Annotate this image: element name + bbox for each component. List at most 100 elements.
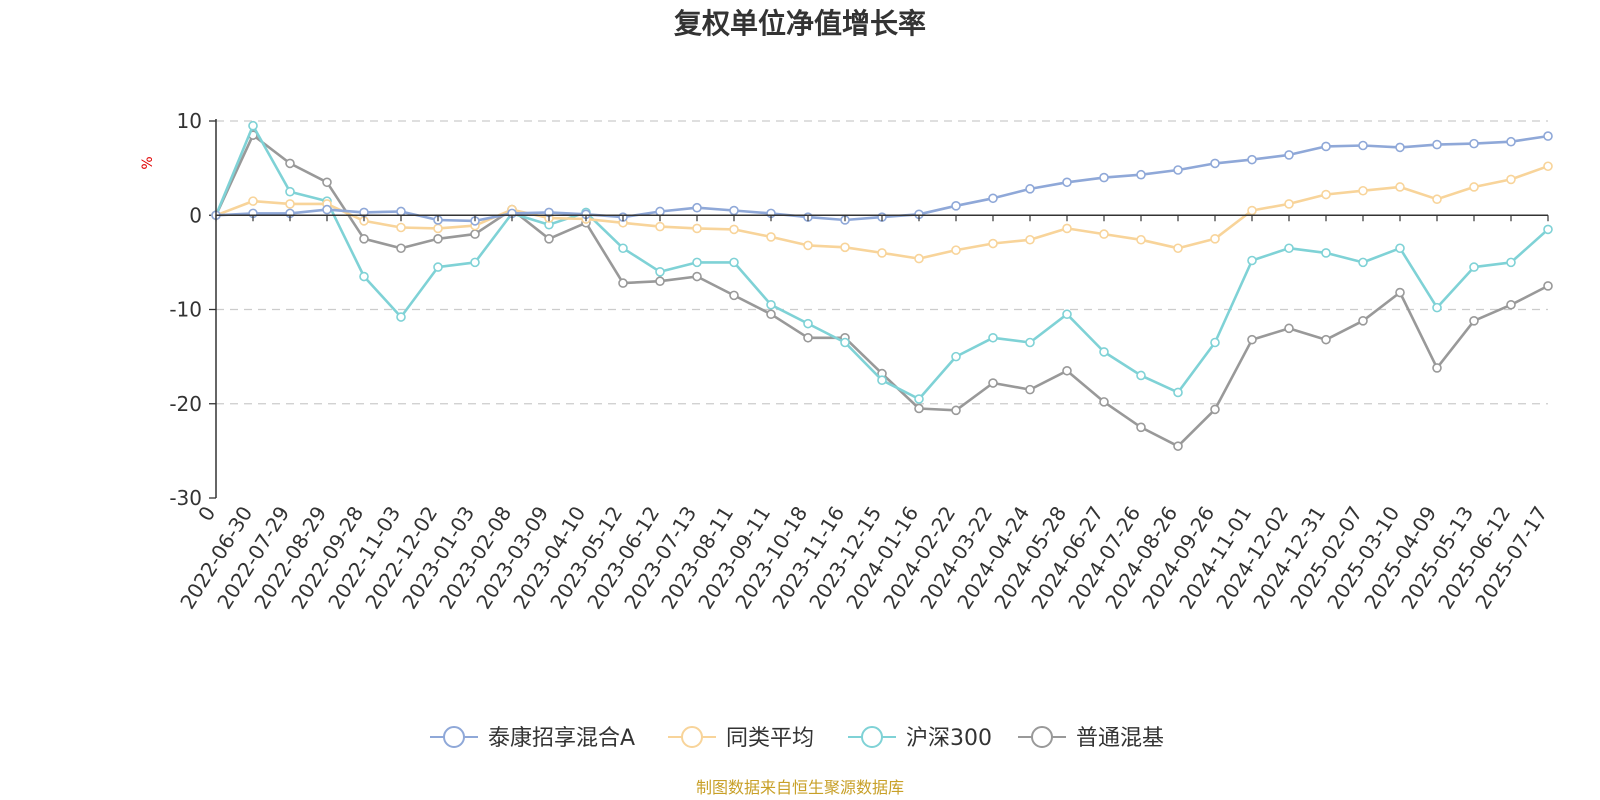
legend-item-3[interactable]: 普通混基 <box>1018 726 1164 751</box>
data-point <box>322 177 332 188</box>
legend-label: 沪深300 <box>906 726 992 751</box>
data-point <box>1358 185 1368 196</box>
data-point <box>1247 205 1257 216</box>
data-point <box>1025 337 1035 348</box>
data-point <box>914 403 924 414</box>
y-tick-label: 0 <box>189 203 202 227</box>
legend-label: 泰康招享混合A <box>488 726 635 751</box>
data-point <box>1358 257 1368 268</box>
data-point <box>285 186 295 197</box>
data-point <box>951 405 961 416</box>
data-point <box>433 234 443 244</box>
data-point <box>692 223 702 234</box>
data-point <box>1062 177 1072 188</box>
data-point <box>1506 257 1516 268</box>
data-point <box>359 271 369 282</box>
data-point <box>1469 316 1479 326</box>
data-point <box>1247 255 1257 266</box>
legend-label: 普通混基 <box>1076 726 1164 751</box>
data-point <box>655 221 665 232</box>
data-point <box>1173 441 1183 451</box>
data-point <box>877 248 887 258</box>
data-point <box>1432 139 1442 150</box>
data-point <box>433 262 443 272</box>
data-point <box>1395 182 1405 192</box>
data-source-note: 制图数据来自恒生聚源数据库 <box>696 778 904 797</box>
data-point <box>285 199 295 209</box>
data-point <box>1210 158 1220 169</box>
data-point <box>544 234 554 244</box>
data-point <box>1062 365 1072 376</box>
data-point <box>692 271 702 282</box>
gridlines <box>209 120 1548 499</box>
data-point <box>914 253 924 264</box>
series-line <box>214 124 1549 401</box>
series-3 <box>211 130 1553 451</box>
legend-marker-icon <box>443 726 465 748</box>
data-point <box>692 257 702 268</box>
data-point <box>1432 363 1442 373</box>
data-point <box>1099 229 1109 239</box>
data-point <box>1506 136 1516 147</box>
data-point <box>803 318 813 329</box>
data-point <box>1469 262 1479 272</box>
data-point <box>766 309 776 320</box>
data-point <box>1136 370 1146 381</box>
data-point <box>1506 299 1516 310</box>
data-point <box>1321 189 1331 200</box>
data-point <box>1099 347 1109 357</box>
data-point <box>285 158 295 169</box>
legend-item-0[interactable]: 泰康招享混合A <box>430 726 635 751</box>
data-point <box>729 257 739 268</box>
data-point <box>1210 404 1220 415</box>
data-point <box>803 332 813 343</box>
x-axis-tick-labels: 02022-06-302022-07-292022-08-292022-09-2… <box>175 502 1552 613</box>
data-point <box>1099 172 1109 183</box>
y-tick-label: -20 <box>169 392 202 416</box>
data-point <box>322 204 332 215</box>
legend-marker-icon <box>681 726 703 748</box>
legend-item-2[interactable]: 沪深300 <box>848 726 992 751</box>
data-point <box>988 378 998 388</box>
series-2 <box>211 120 1553 404</box>
data-point <box>1136 169 1146 180</box>
y-tick-label: -30 <box>169 486 202 510</box>
data-point <box>655 276 665 287</box>
data-point <box>1543 281 1553 291</box>
data-point <box>1284 243 1294 254</box>
data-point <box>655 206 665 217</box>
data-point <box>248 196 258 206</box>
data-point <box>1321 248 1331 258</box>
data-point <box>1395 287 1405 298</box>
series-line <box>214 133 1549 448</box>
data-point <box>1173 243 1183 254</box>
data-point <box>692 202 702 213</box>
y-tick-label: 10 <box>177 109 202 133</box>
data-point <box>729 205 739 216</box>
data-point <box>988 332 998 343</box>
data-point <box>1210 234 1220 244</box>
data-point <box>729 224 739 235</box>
data-point <box>1395 243 1405 254</box>
data-point <box>618 243 628 254</box>
legend-marker-icon <box>861 726 883 748</box>
data-point <box>433 223 443 234</box>
data-point <box>1321 141 1331 152</box>
data-point <box>1543 131 1553 141</box>
data-point <box>470 229 480 239</box>
data-point <box>1543 161 1553 172</box>
legend-marker-icon <box>1031 726 1053 748</box>
series-0 <box>211 131 1553 226</box>
data-point <box>951 245 961 255</box>
data-point <box>951 351 961 362</box>
legend[interactable]: 泰康招享混合A 同类平均 沪深300 普通混基 <box>430 726 1164 751</box>
data-point <box>1247 154 1257 165</box>
data-point <box>1136 234 1146 245</box>
data-point <box>840 337 850 348</box>
series-lines <box>211 120 1553 451</box>
series-line <box>215 134 1549 223</box>
legend-item-1[interactable]: 同类平均 <box>668 726 814 751</box>
axes <box>215 119 1549 498</box>
chart-title: 复权单位净值增长率 <box>674 7 926 40</box>
data-point <box>248 120 258 131</box>
